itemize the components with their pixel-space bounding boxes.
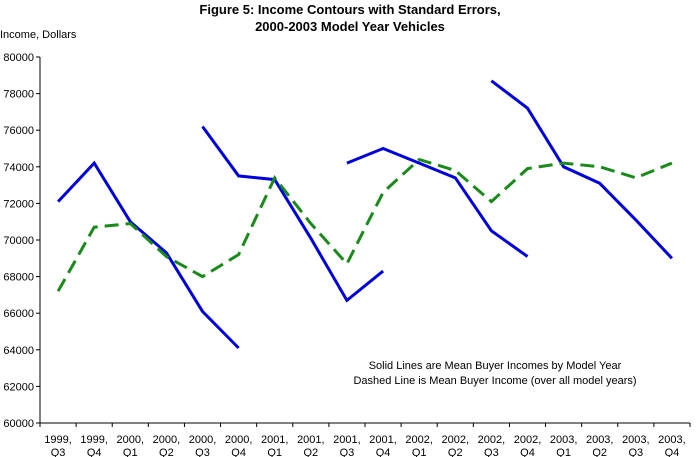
y-tick-label: 80000 — [3, 52, 34, 64]
solid-series-line-4 — [490, 79, 673, 260]
x-tick-label-quarter: Q4 — [87, 447, 102, 457]
x-tick-label-year: 2002, — [478, 434, 506, 446]
x-tick-label-year: 2002, — [442, 434, 470, 446]
x-tick-label-quarter: Q3 — [195, 447, 210, 457]
y-tick-label: 68000 — [3, 272, 34, 284]
x-tick-label-quarter: Q4 — [376, 447, 391, 457]
solid-series-line-3 — [346, 146, 529, 258]
solid-series-line-2 — [201, 125, 385, 303]
x-tick-label-year: 2003, — [622, 434, 650, 446]
x-tick-label-year: 2003, — [586, 434, 614, 446]
legend-note-solid: Solid Lines are Mean Buyer Incomes by Mo… — [368, 360, 622, 372]
x-tick-label-year: 2003, — [550, 434, 578, 446]
x-tick-label-quarter: Q4 — [665, 447, 680, 457]
x-tick-label-year: 1999, — [80, 434, 108, 446]
x-tick-label-year: 2003, — [658, 434, 686, 446]
x-tick-label-quarter: Q2 — [159, 447, 174, 457]
y-tick-label: 78000 — [3, 89, 34, 101]
x-tick-label-year: 2002, — [405, 434, 433, 446]
dashed-series-line — [56, 157, 673, 292]
y-tick-label: 72000 — [3, 198, 34, 210]
x-tick-label-year: 2001, — [369, 434, 397, 446]
x-tick-label-quarter: Q3 — [51, 447, 66, 457]
y-tick-label: 62000 — [3, 381, 34, 393]
x-tick-label-quarter: Q4 — [520, 447, 535, 457]
y-tick-label: 64000 — [3, 345, 34, 357]
x-tick-label-quarter: Q3 — [484, 447, 499, 457]
chart-subtitle: 2000-2003 Model Year Vehicles — [255, 19, 445, 34]
x-tick-label-quarter: Q3 — [340, 447, 355, 457]
x-tick-label-year: 2001, — [261, 434, 289, 446]
x-tick-label-year: 2000, — [153, 434, 181, 446]
y-tick-label: 76000 — [3, 125, 34, 137]
x-tick-label-year: 1999, — [44, 434, 72, 446]
x-tick-label-quarter: Q1 — [123, 447, 138, 457]
x-tick-label-quarter: Q1 — [267, 447, 282, 457]
x-tick-label-year: 2001, — [333, 434, 361, 446]
legend-note-dashed: Dashed Line is Mean Buyer Income (over a… — [353, 375, 637, 387]
x-tick-label-quarter: Q2 — [592, 447, 607, 457]
x-tick-label-year: 2002, — [514, 434, 542, 446]
x-tick-label-year: 2001, — [297, 434, 325, 446]
x-tick-label-quarter: Q4 — [231, 447, 246, 457]
y-axis-label: Income, Dollars — [0, 29, 77, 41]
x-tick-label-quarter: Q1 — [412, 447, 427, 457]
x-tick-label-year: 2000, — [189, 434, 217, 446]
y-tick-label: 74000 — [3, 162, 34, 174]
chart-title: Figure 5: Income Contours with Standard … — [199, 2, 501, 17]
x-tick-label-quarter: Q2 — [303, 447, 318, 457]
y-tick-label: 60000 — [3, 418, 34, 430]
x-tick-label-quarter: Q3 — [628, 447, 643, 457]
x-tick-label-quarter: Q2 — [448, 447, 463, 457]
x-tick-label-year: 2000, — [225, 434, 253, 446]
x-tick-label-quarter: Q1 — [556, 447, 571, 457]
y-tick-label: 70000 — [3, 235, 34, 247]
y-tick-label: 66000 — [3, 308, 34, 320]
solid-series-line-1 — [57, 160, 240, 350]
x-tick-label-year: 2000, — [117, 434, 145, 446]
